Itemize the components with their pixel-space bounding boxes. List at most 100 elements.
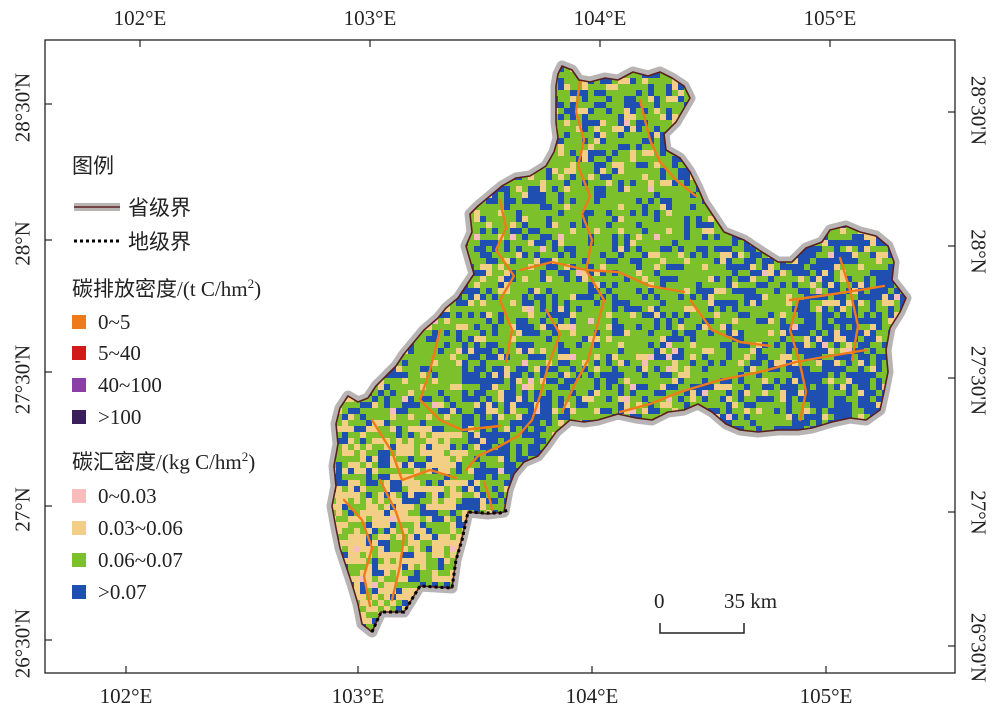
raster-cell: [348, 408, 354, 414]
raster-cell: [354, 546, 360, 552]
raster-cell: [828, 258, 834, 264]
raster-cell: [726, 246, 732, 252]
raster-cell: [882, 270, 888, 276]
raster-cell: [606, 408, 612, 414]
raster-cell: [810, 252, 816, 258]
raster-cell: [762, 384, 768, 390]
raster-cell: [408, 402, 414, 408]
raster-cell: [366, 468, 372, 474]
raster-cell: [768, 258, 774, 264]
raster-cell: [858, 282, 864, 288]
raster-cell: [348, 486, 354, 492]
raster-cell: [684, 366, 690, 372]
raster-cell: [600, 90, 606, 96]
raster-cell: [504, 432, 510, 438]
raster-cell: [786, 342, 792, 348]
raster-cell: [870, 324, 876, 330]
lat-label-left: 28°N: [10, 221, 35, 266]
raster-cell: [744, 342, 750, 348]
raster-cell: [438, 450, 444, 456]
raster-cell: [390, 414, 396, 420]
raster-cell: [600, 186, 606, 192]
raster-cell: [780, 336, 786, 342]
raster-cell: [618, 126, 624, 132]
raster-cell: [858, 330, 864, 336]
raster-cell: [396, 450, 402, 456]
raster-cell: [630, 126, 636, 132]
raster-cell: [546, 378, 552, 384]
raster-cell: [426, 480, 432, 486]
raster-cell: [378, 576, 384, 582]
raster-cell: [558, 174, 564, 180]
raster-cell: [606, 258, 612, 264]
raster-cell: [498, 276, 504, 282]
raster-cell: [600, 408, 606, 414]
raster-cell: [846, 348, 852, 354]
raster-cell: [846, 276, 852, 282]
raster-cell: [618, 402, 624, 408]
raster-cell: [888, 300, 894, 306]
raster-cell: [528, 330, 534, 336]
raster-cell: [744, 258, 750, 264]
raster-cell: [546, 366, 552, 372]
raster-cell: [702, 354, 708, 360]
raster-cell: [834, 258, 840, 264]
raster-cell: [648, 150, 654, 156]
raster-cell: [642, 252, 648, 258]
raster-cell: [402, 498, 408, 504]
raster-cell: [498, 186, 504, 192]
raster-cell: [414, 558, 420, 564]
raster-cell: [828, 264, 834, 270]
raster-cell: [462, 516, 468, 522]
raster-cell: [360, 570, 366, 576]
raster-cell: [708, 300, 714, 306]
raster-cell: [858, 366, 864, 372]
raster-cell: [510, 228, 516, 234]
raster-cell: [654, 162, 660, 168]
raster-cell: [864, 282, 870, 288]
raster-cell: [366, 528, 372, 534]
raster-cell: [444, 504, 450, 510]
raster-cell: [858, 246, 864, 252]
raster-cell: [612, 324, 618, 330]
raster-cell: [882, 342, 888, 348]
raster-cell: [456, 522, 462, 528]
raster-cell: [414, 486, 420, 492]
raster-cell: [648, 90, 654, 96]
emission-road: [788, 284, 886, 302]
raster-cell: [696, 216, 702, 222]
raster-cell: [534, 240, 540, 246]
raster-cell: [840, 396, 846, 402]
raster-cell: [642, 204, 648, 210]
raster-cell: [528, 354, 534, 360]
emission-road: [638, 98, 698, 198]
raster-cell: [840, 300, 846, 306]
raster-cell: [456, 324, 462, 330]
raster-cell: [732, 288, 738, 294]
raster-cell: [834, 288, 840, 294]
raster-cell: [564, 264, 570, 270]
raster-cell: [720, 324, 726, 330]
raster-cell: [516, 216, 522, 222]
raster-cell: [834, 282, 840, 288]
raster-cell: [726, 378, 732, 384]
raster-cell: [846, 258, 852, 264]
raster-cell: [732, 240, 738, 246]
raster-cell: [816, 408, 822, 414]
raster-cell: [444, 408, 450, 414]
raster-cell: [528, 198, 534, 204]
raster-cell: [384, 564, 390, 570]
raster-cell: [870, 402, 876, 408]
raster-cell: [732, 318, 738, 324]
raster-cell: [804, 330, 810, 336]
raster-cell: [558, 84, 564, 90]
raster-cell: [822, 342, 828, 348]
raster-cell: [654, 252, 660, 258]
lat-label-right: 27°N: [966, 490, 991, 535]
raster-cell: [396, 438, 402, 444]
lon-label-bottom: 105°E: [799, 684, 853, 708]
raster-cell: [624, 396, 630, 402]
raster-cell: [420, 534, 426, 540]
raster-cell: [438, 408, 444, 414]
raster-cell: [486, 378, 492, 384]
